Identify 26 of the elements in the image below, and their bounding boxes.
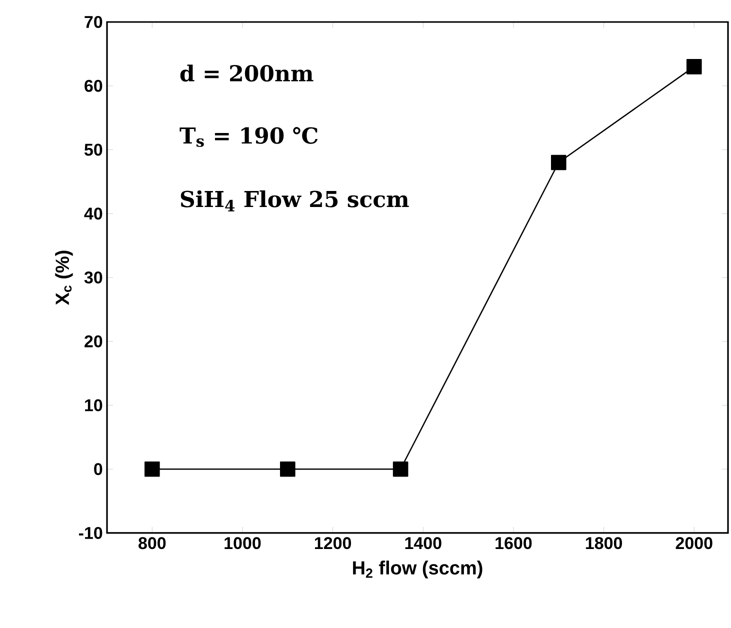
point [144, 461, 160, 477]
y-tick-label: 70 [84, 16, 102, 28]
y-tick-label: 50 [84, 144, 102, 156]
annotation: SiH$_{4}$ Flow 25 sccm [180, 190, 409, 212]
x-tick-label: 1400 [405, 537, 442, 550]
y-tick-label: -10 [78, 526, 102, 540]
x-tick-label: 1200 [314, 537, 352, 550]
y-tick-label: 10 [85, 399, 102, 412]
x-tick-label: 1000 [224, 537, 261, 550]
x-tick-label: 1800 [586, 537, 622, 550]
annotation: T$_{s}$ = 190 ℃ [180, 127, 318, 147]
y-tick-label: 30 [84, 271, 102, 284]
point [280, 461, 296, 477]
point [550, 154, 566, 170]
point [686, 59, 702, 74]
y-axis-title: X$_{c}$ (%) [55, 250, 73, 306]
x-axis-title: H$_{2}$ flow (sccm) [353, 560, 482, 578]
y-tick-label: 60 [84, 80, 102, 92]
x-tick-label: 800 [138, 537, 166, 550]
point [392, 461, 408, 477]
x-tick-label: 2000 [676, 537, 712, 550]
y-tick-label: 40 [84, 208, 102, 220]
y-tick-label: 0 [94, 463, 102, 476]
x-tick-label: 1600 [496, 537, 532, 550]
annotation: d = 200nm [180, 64, 314, 82]
y-tick-label: 20 [84, 335, 102, 348]
